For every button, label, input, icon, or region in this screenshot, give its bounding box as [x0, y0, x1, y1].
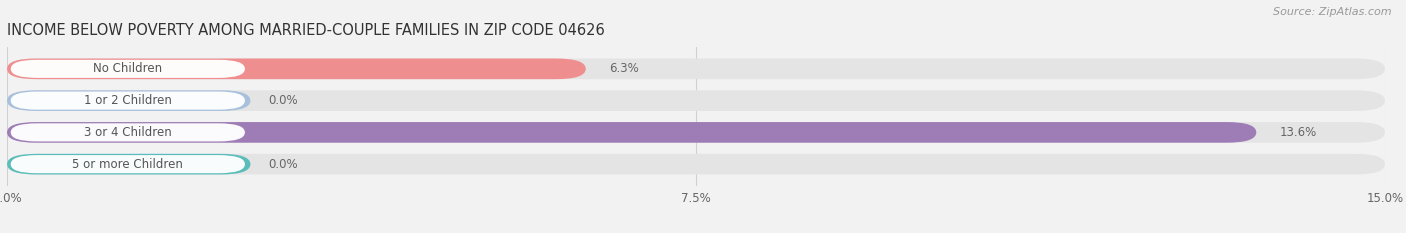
Text: 0.0%: 0.0%: [269, 158, 298, 171]
FancyBboxPatch shape: [11, 155, 245, 173]
FancyBboxPatch shape: [7, 58, 1385, 79]
Text: INCOME BELOW POVERTY AMONG MARRIED-COUPLE FAMILIES IN ZIP CODE 04626: INCOME BELOW POVERTY AMONG MARRIED-COUPL…: [7, 24, 605, 38]
FancyBboxPatch shape: [7, 154, 1385, 175]
FancyBboxPatch shape: [7, 90, 1385, 111]
FancyBboxPatch shape: [7, 90, 250, 111]
Text: 0.0%: 0.0%: [269, 94, 298, 107]
Text: 13.6%: 13.6%: [1279, 126, 1316, 139]
FancyBboxPatch shape: [11, 92, 245, 110]
Text: 6.3%: 6.3%: [609, 62, 638, 75]
Text: Source: ZipAtlas.com: Source: ZipAtlas.com: [1274, 7, 1392, 17]
Text: 1 or 2 Children: 1 or 2 Children: [84, 94, 172, 107]
Text: No Children: No Children: [93, 62, 162, 75]
Text: 3 or 4 Children: 3 or 4 Children: [84, 126, 172, 139]
FancyBboxPatch shape: [7, 122, 1257, 143]
FancyBboxPatch shape: [7, 154, 250, 175]
FancyBboxPatch shape: [11, 123, 245, 141]
FancyBboxPatch shape: [7, 58, 586, 79]
FancyBboxPatch shape: [7, 122, 1385, 143]
Text: 5 or more Children: 5 or more Children: [72, 158, 183, 171]
FancyBboxPatch shape: [11, 60, 245, 78]
